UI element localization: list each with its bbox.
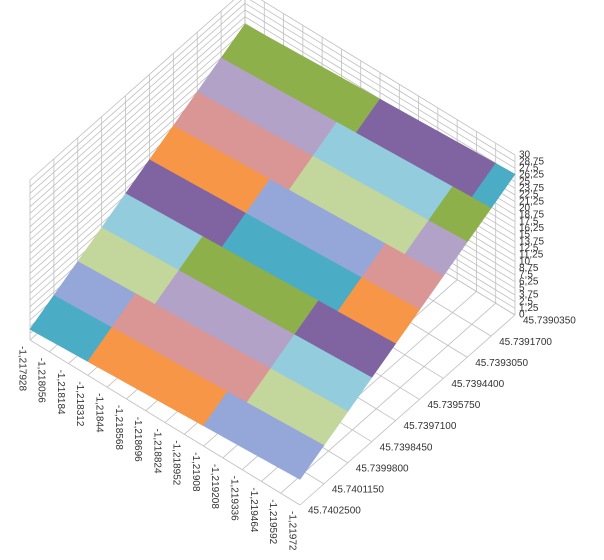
floor-grid-line [280, 302, 496, 494]
z-tick-label: 26,25 [519, 170, 544, 181]
floor-grid-line [299, 314, 516, 506]
wall-grid-line [29, 29, 246, 221]
wall-grid-line [29, 0, 235, 181]
z-tick-label: 5 [519, 283, 525, 294]
x-tick-label: -1,218696 [132, 417, 143, 462]
y-tick-label: 45.7397100 [404, 421, 457, 432]
z-tick-label: 2,5 [519, 296, 533, 307]
x-tick-label: -1,219464 [248, 487, 259, 532]
x-tick-label: -1,218824 [151, 429, 162, 474]
z-tick-label: 10 [519, 256, 531, 267]
y-tick-label: 45.7399800 [356, 463, 409, 474]
wall-grid-line [29, 9, 246, 201]
x-tick-label: -1,219208 [209, 464, 220, 509]
z-tick-label: 16,25 [519, 223, 544, 234]
z-tick-label: 23,75 [519, 183, 544, 194]
z-tick-label: 15 [519, 230, 531, 241]
z-tick-label: 1,25 [519, 303, 539, 314]
z-tick-label: 28,75 [519, 156, 544, 167]
surface-cell [280, 434, 325, 480]
z-tick-label: 17,5 [519, 216, 539, 227]
z-tick-label: 3,75 [519, 290, 539, 301]
z-tick-label: 11,25 [519, 250, 544, 261]
wall-grid-line [29, 36, 246, 227]
x-tick-label: -1,219592 [267, 499, 278, 544]
y-tick-label: 45.7390350 [523, 316, 576, 327]
z-tick-label: 21,25 [519, 196, 544, 207]
x-tick-label: -1,218184 [55, 370, 66, 415]
x-tick-label: -1,21908 [190, 452, 201, 492]
wall-grid-line [29, 0, 242, 187]
x-tick-label: -1,218056 [36, 358, 47, 403]
wall-grid-line [249, 0, 516, 163]
y-tick-label: 45.7395750 [427, 400, 480, 411]
z-tick-label: 7,5 [519, 270, 533, 281]
x-tick-label: -1,218312 [74, 381, 85, 426]
z-tick-label: 27,5 [519, 163, 539, 174]
x-tick-label: -1,219336 [229, 476, 240, 521]
wall-grid-line [29, 16, 246, 207]
z-tick-label: 18,75 [519, 210, 544, 221]
z-tick-label: 25 [519, 176, 531, 187]
y-tick-label: 45.7391700 [499, 337, 552, 348]
x-tick-label: -1,21972 [286, 511, 297, 551]
y-tick-label: 45.7398450 [380, 442, 433, 453]
z-tick-label: 6,25 [519, 276, 539, 287]
z-tick-label: 12,5 [519, 243, 539, 254]
wall-grid-line [29, 23, 246, 214]
wall-grid-line [260, 0, 516, 156]
z-tick-label: 20 [519, 203, 531, 214]
wall-grid-line [29, 3, 246, 194]
x-tick-label: -1,21844 [94, 393, 105, 433]
x-tick-label: -1,218568 [113, 405, 124, 450]
wall-grid-line [244, 2, 516, 169]
y-tick-label: 45.7401150 [332, 485, 385, 496]
wall-grid-line [244, 9, 516, 176]
z-tick-label: 8,75 [519, 263, 539, 274]
floor-grid-line [29, 339, 301, 506]
y-tick-label: 45.7402500 [308, 506, 361, 517]
z-tick-label: 30 [519, 150, 531, 161]
x-tick-label: -1,218952 [171, 440, 182, 485]
z-tick-label: 22,5 [519, 190, 539, 201]
x-tick-label: -1,217928 [16, 346, 27, 391]
y-tick-label: 45.7393050 [475, 358, 528, 369]
z-tick-label: 0 [519, 310, 525, 321]
z-tick-label: 13,75 [519, 236, 544, 247]
y-tick-label: 45.7394400 [451, 379, 504, 390]
